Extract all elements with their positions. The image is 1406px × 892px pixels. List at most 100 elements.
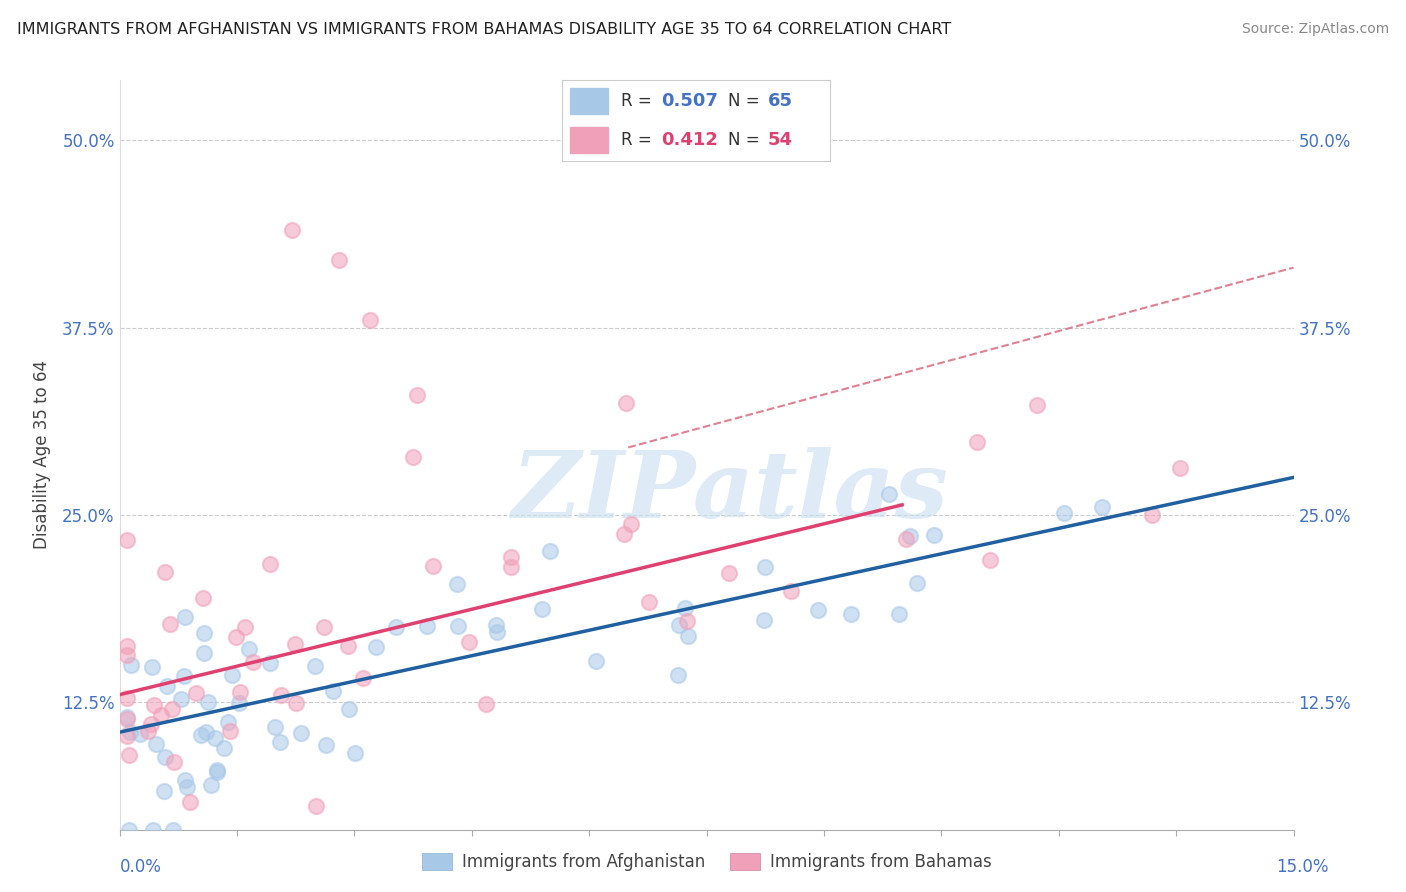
Text: 65: 65 [768, 92, 793, 110]
Point [385, 620, 408, 634]
Point [290, 726, 312, 740]
Point [668, 617, 690, 632]
Point [675, 614, 697, 628]
Point [173, 669, 195, 683]
Point [233, 620, 256, 634]
Point [117, 690, 139, 705]
Point [666, 668, 689, 682]
Point [1053, 506, 1076, 520]
Point [304, 659, 326, 673]
Point [474, 697, 496, 711]
Point [150, 708, 173, 723]
Point [484, 618, 506, 632]
Point [200, 778, 222, 792]
Point [676, 629, 699, 643]
Point [344, 746, 367, 760]
Point [218, 723, 240, 738]
Point [152, 783, 174, 797]
Point [966, 434, 988, 449]
Point [193, 626, 215, 640]
Point [402, 450, 425, 465]
Point [117, 533, 139, 548]
Bar [571, 88, 607, 114]
Point [877, 487, 900, 501]
Point [364, 640, 387, 654]
Point [159, 616, 181, 631]
Y-axis label: Disability Age 35 to 64: Disability Age 35 to 64 [32, 360, 51, 549]
Point [280, 223, 302, 237]
Point [1091, 500, 1114, 515]
Point [807, 603, 830, 617]
Point [229, 684, 252, 698]
Point [979, 553, 1001, 567]
Point [422, 559, 444, 574]
Point [499, 550, 522, 565]
Point [141, 717, 163, 731]
Point [284, 637, 307, 651]
Point [153, 566, 176, 580]
Point [120, 658, 142, 673]
Point [406, 388, 429, 402]
Point [1140, 508, 1163, 522]
Point [238, 642, 260, 657]
Point [752, 613, 775, 627]
Text: N =: N = [728, 92, 759, 110]
Point [336, 639, 359, 653]
Point [118, 747, 141, 762]
Point [889, 607, 911, 622]
Point [145, 737, 167, 751]
Point [898, 528, 921, 542]
Point [619, 517, 641, 532]
Point [905, 576, 928, 591]
Point [212, 741, 235, 756]
Point [128, 727, 150, 741]
Point [118, 725, 141, 739]
Point [613, 527, 636, 541]
Point [673, 600, 696, 615]
Point [118, 822, 141, 837]
Point [141, 660, 163, 674]
Text: R =: R = [621, 92, 652, 110]
Point [163, 755, 186, 769]
Point [228, 696, 250, 710]
Point [190, 728, 212, 742]
Point [191, 591, 214, 606]
Text: 54: 54 [768, 131, 793, 149]
Point [538, 544, 561, 558]
Point [458, 634, 481, 648]
Point [585, 654, 607, 668]
Point [204, 731, 226, 746]
Point [162, 822, 184, 837]
Point [117, 712, 139, 726]
Bar [571, 127, 607, 153]
Point [754, 559, 776, 574]
Point [242, 656, 264, 670]
Point [839, 607, 862, 622]
Point [117, 639, 139, 653]
Point [225, 630, 247, 644]
Point [264, 720, 287, 734]
Point [259, 558, 281, 572]
Point [415, 619, 437, 633]
Point [352, 671, 374, 685]
Point [337, 702, 360, 716]
Text: ZIPatlas: ZIPatlas [512, 448, 949, 537]
Point [207, 763, 229, 777]
Point [328, 253, 350, 268]
Point [170, 692, 193, 706]
Point [221, 667, 243, 681]
Point [138, 724, 160, 739]
Point [153, 750, 176, 764]
Text: 0.507: 0.507 [661, 92, 718, 110]
Point [179, 795, 201, 809]
Point [315, 739, 337, 753]
Point [312, 620, 335, 634]
Point [259, 656, 281, 670]
Point [143, 698, 166, 713]
Point [270, 688, 292, 702]
Point [217, 714, 239, 729]
Point [1170, 461, 1192, 475]
Point [174, 610, 197, 624]
Point [499, 560, 522, 574]
Point [269, 735, 291, 749]
